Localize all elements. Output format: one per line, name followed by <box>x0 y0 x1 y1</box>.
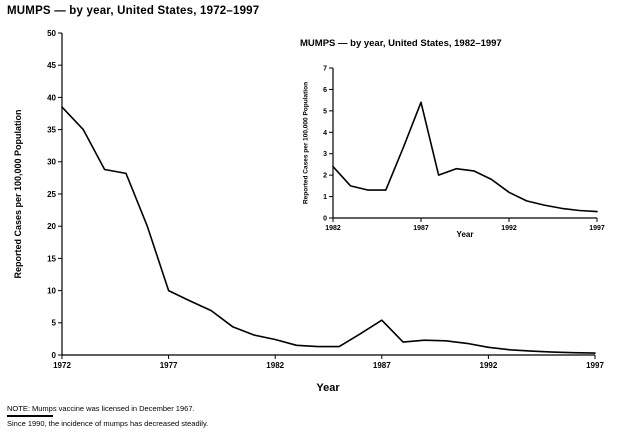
y-tick-label: 20 <box>47 222 56 231</box>
y-tick-label: 5 <box>52 319 57 328</box>
y-tick-label: 4 <box>323 130 327 137</box>
y-tick-label: 3 <box>323 151 327 158</box>
data-line <box>332 101 598 213</box>
footnote-incidence-decline: Since 1990, the incidence of mumps has d… <box>7 419 209 428</box>
y-tick-label: 1 <box>323 194 327 201</box>
y-tick-label: 45 <box>47 61 56 70</box>
y-tick-label: 2 <box>323 173 327 180</box>
y-tick-label: 5 <box>323 108 327 115</box>
y-tick-label: 7 <box>323 66 327 73</box>
y-tick-label: 0 <box>52 351 57 360</box>
footnote-vaccine-license: NOTE: Mumps vaccine was licensed in Dece… <box>7 404 195 413</box>
x-tick-label: 1992 <box>501 225 517 232</box>
x-tick-label: 1997 <box>589 225 605 232</box>
main-y-axis-label: Reported Cases per 100,000 Population <box>13 109 23 279</box>
y-tick-label: 50 <box>47 29 56 38</box>
inset-chart-title: MUMPS — by year, United States, 1982–199… <box>300 38 502 49</box>
y-tick-label: 35 <box>47 125 56 134</box>
chart-title: MUMPS — by year, United States, 1972–199… <box>7 5 260 17</box>
inset-x-axis-label: Year <box>456 230 474 239</box>
x-tick-label: 1987 <box>413 225 429 232</box>
x-tick-label: 1972 <box>53 361 71 370</box>
x-tick-label: 1992 <box>480 361 498 370</box>
inset-line-chart: 0 1 2 3 4 5 6 7 1982 1987 1992 1997 <box>323 66 605 232</box>
footnote-divider <box>7 415 53 417</box>
y-tick-label: 15 <box>47 254 56 263</box>
y-tick-label: 30 <box>47 158 56 167</box>
x-tick-label: 1982 <box>325 225 341 232</box>
main-x-axis-label: Year <box>316 382 340 394</box>
x-tick-label: 1977 <box>160 361 178 370</box>
y-tick-label: 40 <box>47 93 56 102</box>
data-line <box>61 106 596 354</box>
x-tick-label: 1982 <box>266 361 284 370</box>
x-tick-label: 1997 <box>586 361 604 370</box>
inset-y-axis-label: Reported Cases per 100,000 Population <box>302 81 310 205</box>
y-tick-label: 25 <box>47 190 56 199</box>
y-tick-label: 6 <box>323 87 327 94</box>
x-tick-label: 1987 <box>373 361 391 370</box>
y-tick-label: 10 <box>47 286 56 295</box>
y-tick-label: 0 <box>323 216 327 223</box>
